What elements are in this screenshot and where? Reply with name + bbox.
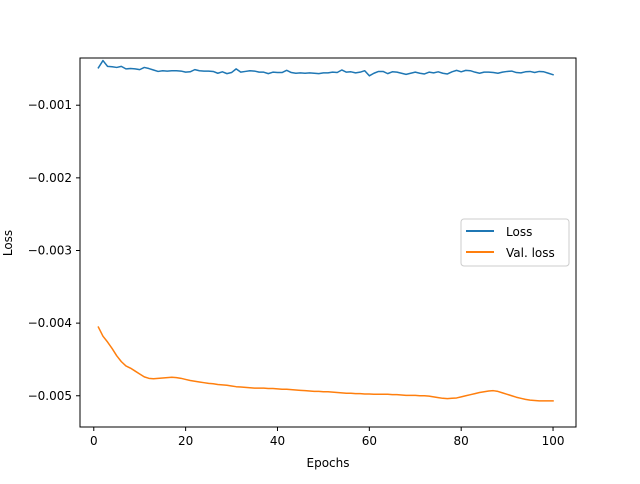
- legend-label-loss: Loss: [506, 225, 532, 239]
- x-tick-label: 60: [362, 434, 377, 448]
- x-tick-label: 40: [270, 434, 285, 448]
- legend-label-val-loss: Val. loss: [506, 246, 555, 260]
- y-axis: −0.005 −0.004 −0.003 −0.002 −0.001: [28, 98, 80, 403]
- y-tick-label: −0.001: [28, 98, 72, 112]
- x-tick-label: 100: [542, 434, 565, 448]
- series-line-loss: [97, 59, 554, 77]
- y-tick-label: −0.004: [28, 316, 72, 330]
- legend: Loss Val. loss: [460, 218, 570, 267]
- plot-frame: [79, 57, 577, 428]
- y-axis-label: Loss: [1, 230, 15, 256]
- x-tick-label: 20: [178, 434, 193, 448]
- series-line-val-loss: [97, 326, 554, 402]
- y-tick-label: −0.003: [28, 243, 72, 257]
- y-tick-label: −0.005: [28, 389, 72, 403]
- series-layer: [97, 59, 554, 402]
- x-axis: 0 20 40 60 80 100: [90, 427, 565, 448]
- x-tick-label: 0: [90, 434, 98, 448]
- x-tick-label: 80: [454, 434, 469, 448]
- y-tick-label: −0.002: [28, 171, 72, 185]
- x-axis-label: Epochs: [307, 456, 350, 470]
